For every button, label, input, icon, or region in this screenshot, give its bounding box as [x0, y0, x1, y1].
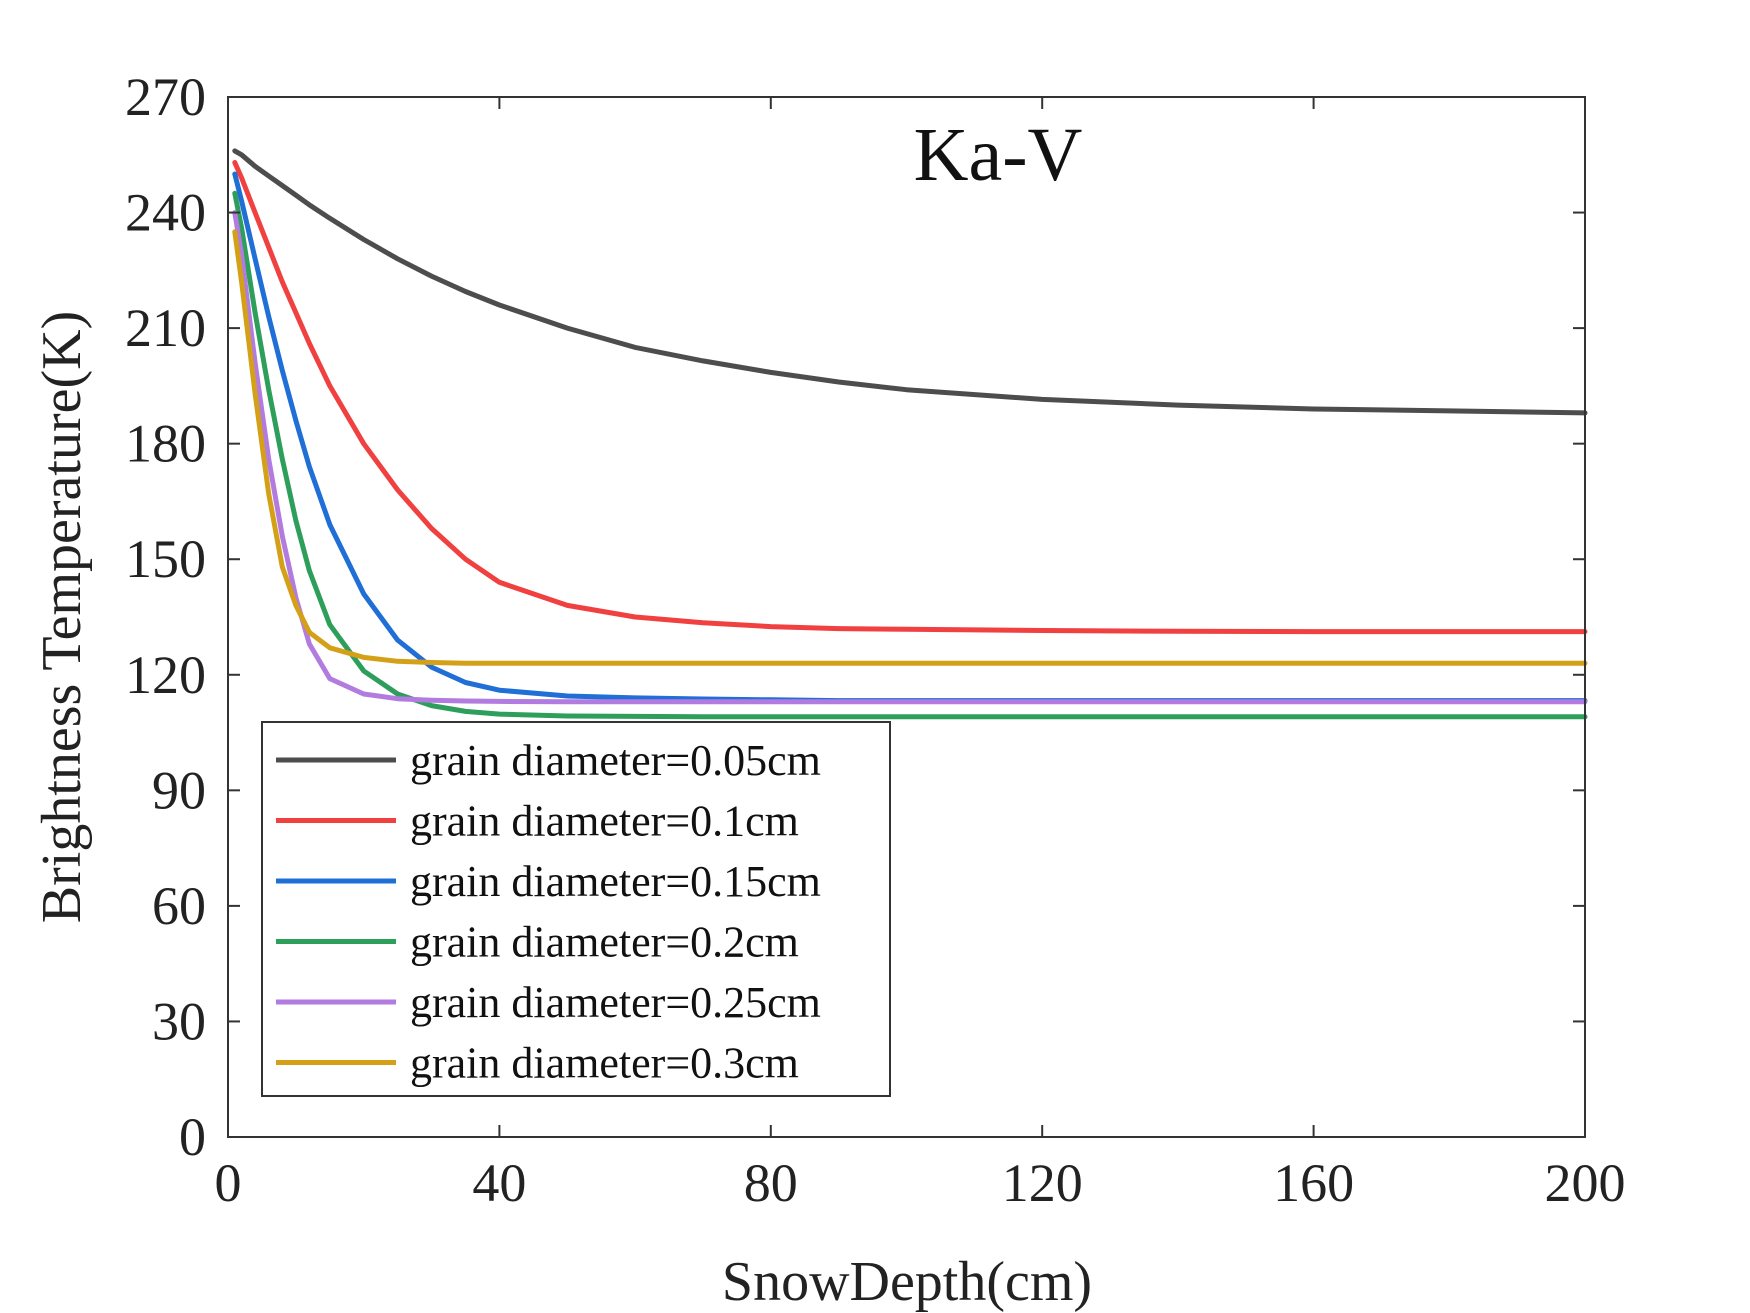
y-tick-label: 30 [152, 991, 206, 1051]
series-line-1 [232, 160, 1588, 635]
y-tick-label: 240 [125, 183, 206, 243]
legend-label-1: grain diameter=0.1cm [410, 797, 799, 846]
y-tick-label: 180 [125, 414, 206, 474]
series-line-0 [232, 148, 1588, 416]
x-tick-label: 40 [472, 1153, 526, 1213]
x-tick-label: 160 [1273, 1153, 1354, 1213]
x-tick-label: 80 [744, 1153, 798, 1213]
series-line-3 [232, 190, 1588, 720]
series-layer [232, 148, 1588, 720]
legend-label-0: grain diameter=0.05cm [410, 736, 821, 785]
y-tick-label: 150 [125, 529, 206, 589]
legend: grain diameter=0.05cm grain diameter=0.1c… [261, 721, 891, 1097]
plot-frame [227, 96, 1586, 1138]
legend-label-4: grain diameter=0.25cm [410, 978, 821, 1027]
chart-title: Ka-V [914, 113, 1083, 197]
y-axis-title: Brightness Temperature(K) [31, 311, 93, 923]
legend-label-5: grain diameter=0.3cm [410, 1039, 799, 1088]
y-tick-label: 90 [152, 760, 206, 820]
x-tick-label: 0 [215, 1153, 242, 1213]
x-tick-label: 120 [1002, 1153, 1083, 1213]
y-tick-label: 270 [125, 67, 206, 127]
y-tick-label: 60 [152, 876, 206, 936]
x-axis-title: SnowDepth(cm) [722, 1251, 1092, 1313]
x-tick-label: 200 [1545, 1153, 1626, 1213]
y-tick-label: 0 [179, 1107, 206, 1167]
legend-label-3: grain diameter=0.2cm [410, 918, 799, 967]
series-line-5 [232, 229, 1588, 666]
y-tick-label: 120 [125, 645, 206, 705]
legend-items: grain diameter=0.05cm grain diameter=0.1c… [276, 736, 821, 1088]
ticks-layer: 0 40 80 120 160 200 0 30 60 90 120 150 180 210 240 270 [125, 67, 1626, 1213]
y-tick-label: 210 [125, 298, 206, 358]
legend-label-2: grain diameter=0.15cm [410, 857, 821, 906]
legend-box [261, 721, 891, 1097]
series-line-4 [232, 210, 1588, 705]
